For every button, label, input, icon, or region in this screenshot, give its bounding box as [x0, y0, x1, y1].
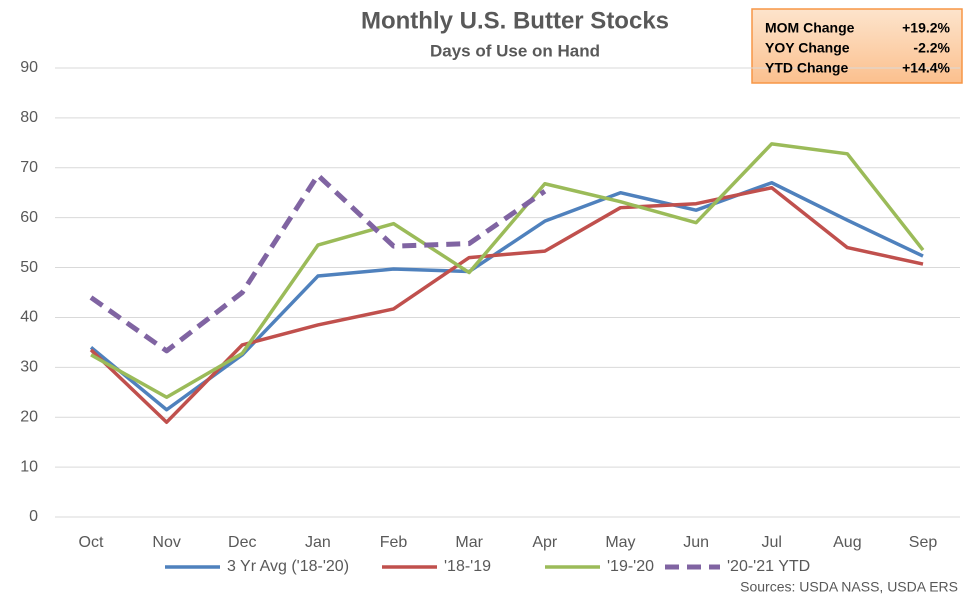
y-tick-label: 70: [20, 159, 38, 176]
x-tick-label: May: [605, 534, 635, 551]
x-tick-label: Jan: [305, 534, 331, 551]
x-tick-label: Dec: [228, 534, 256, 551]
summary-value: -2.2%: [913, 40, 950, 56]
x-tick-label: Nov: [152, 534, 180, 551]
summary-label: YTD Change: [765, 60, 848, 76]
x-tick-label: Jun: [683, 534, 709, 551]
y-tick-label: 20: [20, 408, 38, 425]
y-tick-label: 0: [29, 508, 38, 525]
y-tick-label: 80: [20, 109, 38, 126]
x-tick-label: Apr: [532, 534, 558, 551]
summary-value: +19.2%: [902, 20, 950, 36]
legend-label: 3 Yr Avg ('18-'20): [227, 558, 349, 575]
summary-label: MOM Change: [765, 20, 855, 36]
chart-subtitle: Days of Use on Hand: [430, 41, 600, 60]
x-tick-label: Oct: [79, 534, 104, 551]
y-tick-label: 10: [20, 458, 38, 475]
series-line: [89, 180, 924, 412]
source: Sources: USDA NASS, USDA ERS: [740, 579, 958, 595]
y-tick-label: 30: [20, 359, 38, 376]
series-line: [89, 172, 547, 354]
legend-label: '18-'19: [444, 558, 491, 575]
x-tick-label: Aug: [833, 534, 861, 551]
chart-title: Monthly U.S. Butter Stocks: [361, 7, 669, 34]
y-tick-label: 50: [20, 259, 38, 276]
x-tick-label: Feb: [380, 534, 408, 551]
y-tick-label: 60: [20, 209, 38, 226]
x-tick-label: Sep: [909, 534, 938, 551]
x-tick-label: Jul: [762, 534, 782, 551]
summary-box: [751, 8, 963, 84]
y-tick-label: 90: [20, 59, 38, 76]
series-line: [90, 142, 925, 400]
legend-label: '19-'20: [607, 558, 654, 575]
legend-label: '20-'21 YTD: [727, 558, 810, 575]
y-tick-label: 40: [20, 309, 38, 326]
summary-value: +14.4%: [902, 60, 950, 76]
series-line: [89, 185, 924, 424]
x-tick-label: Mar: [455, 534, 483, 551]
summary-label: YOY Change: [765, 40, 850, 56]
